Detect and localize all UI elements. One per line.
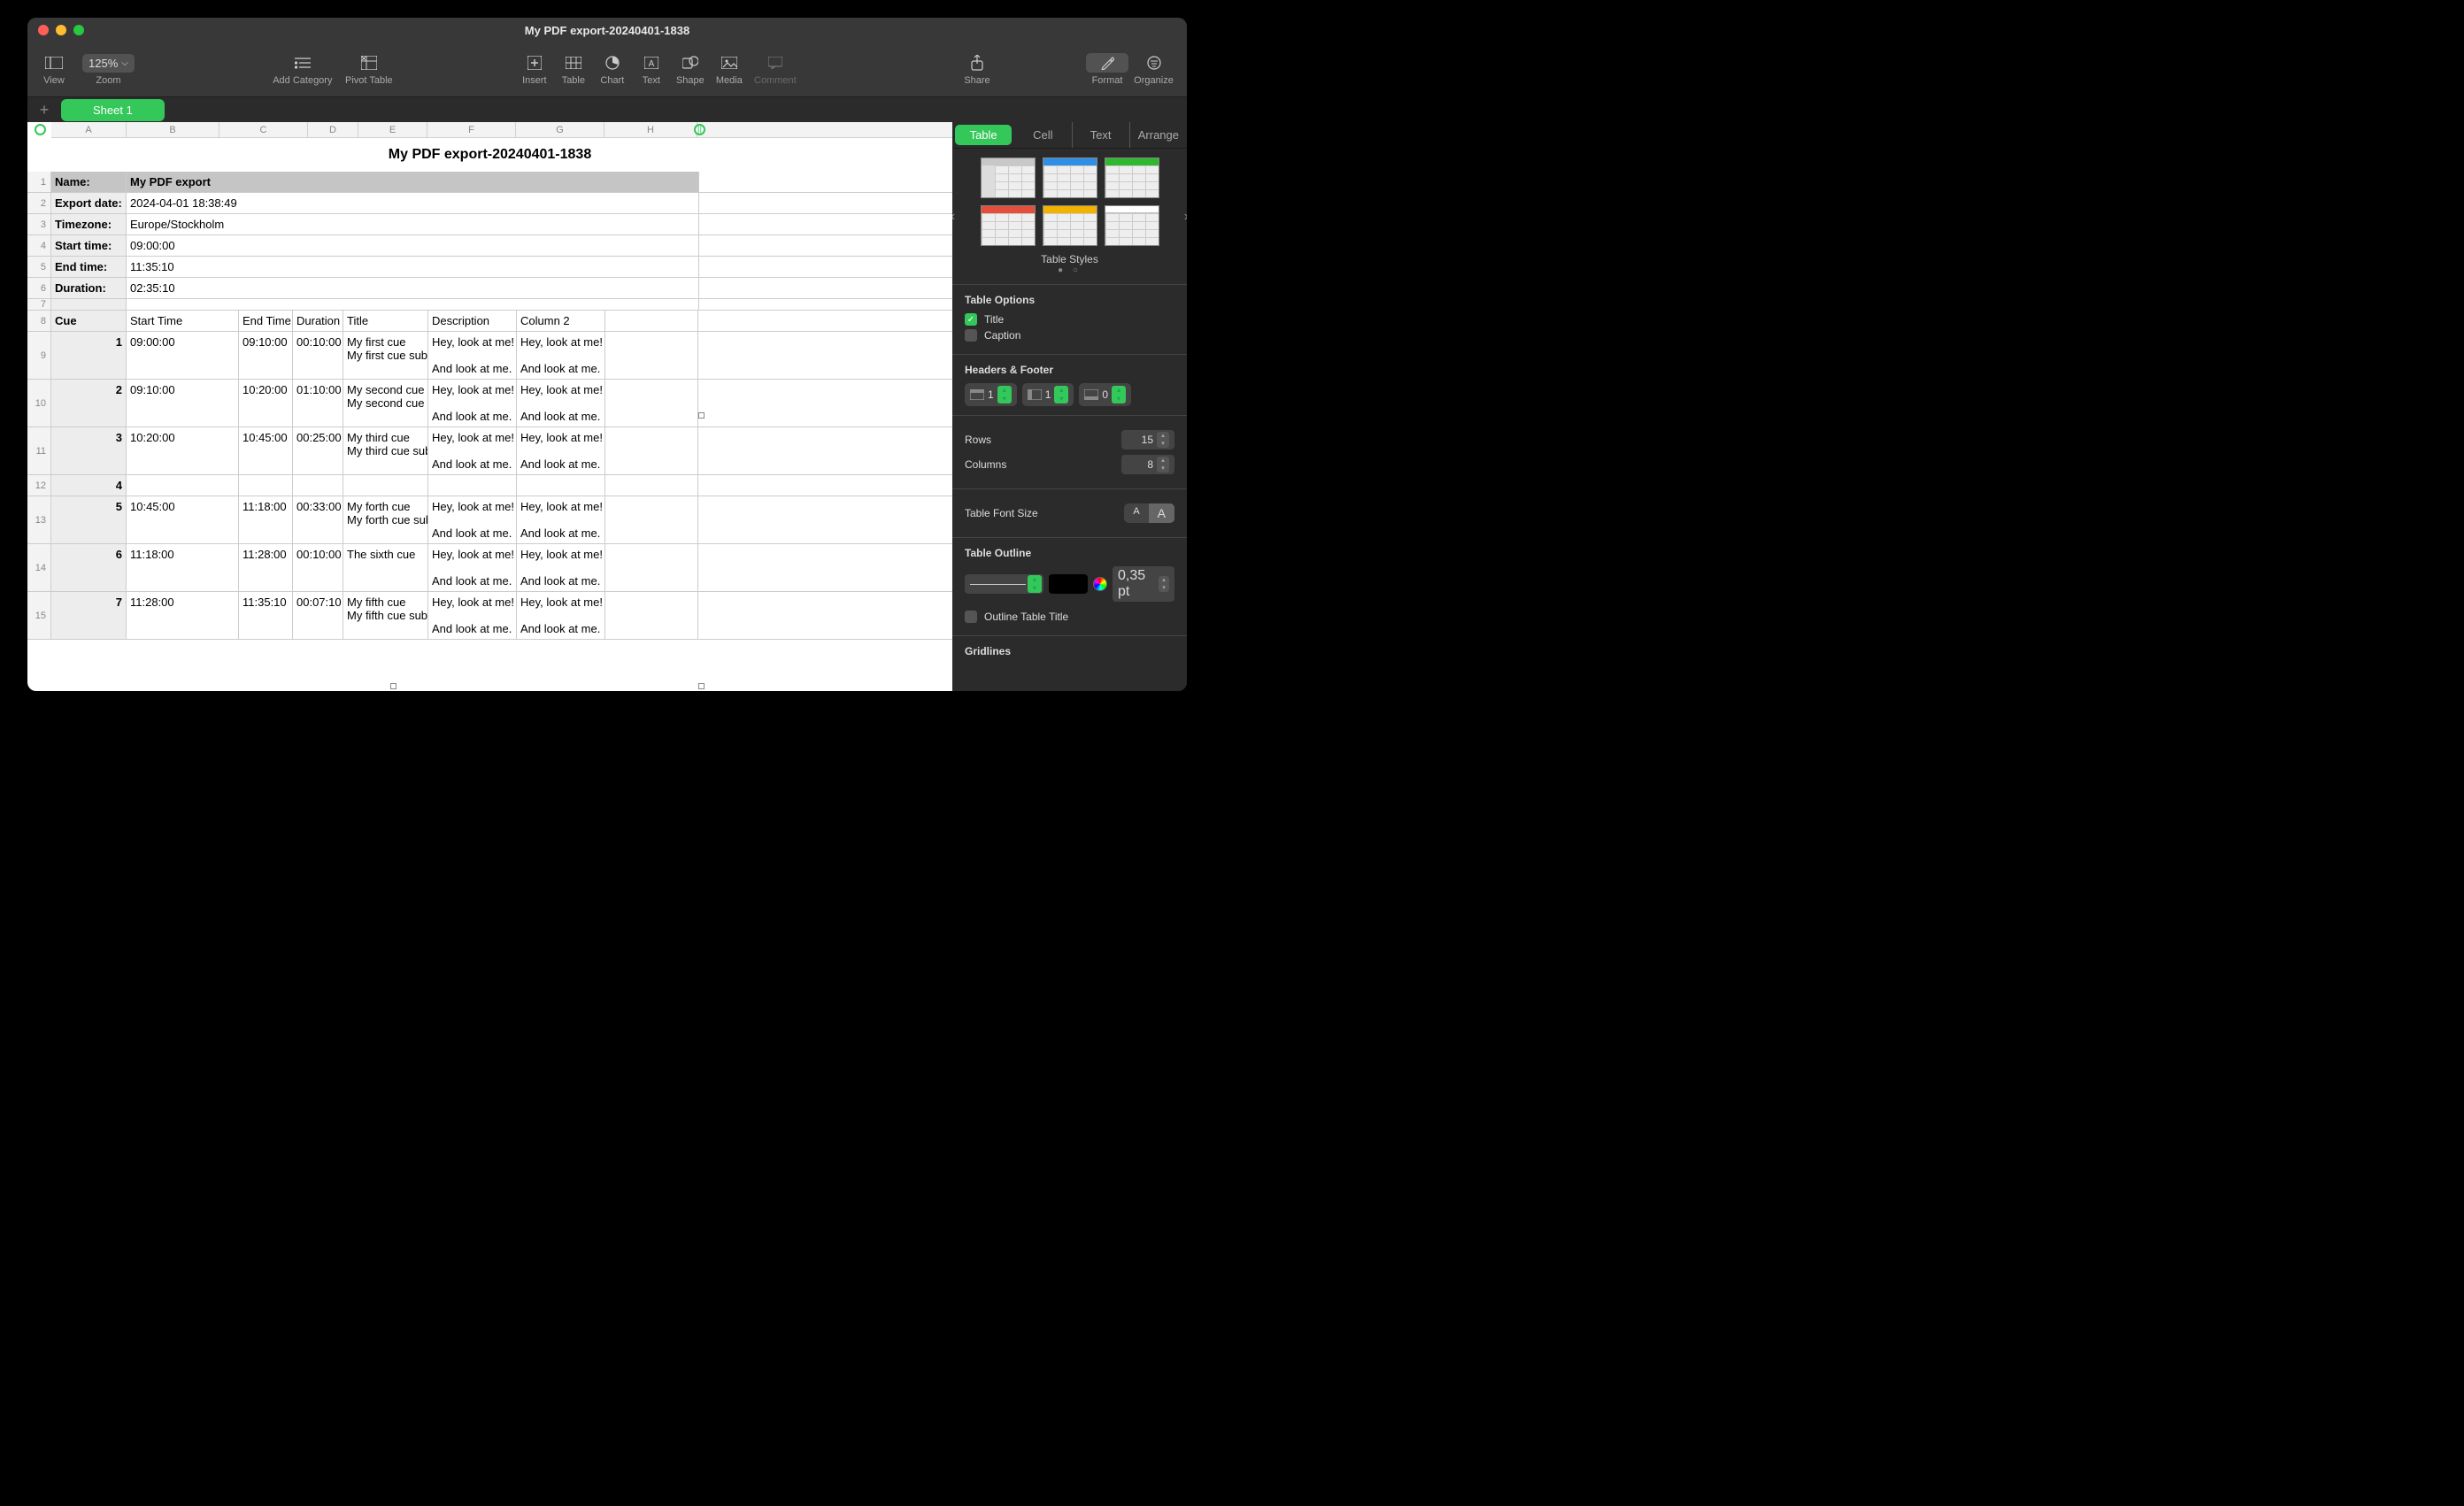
comment-button[interactable]: Comment	[749, 53, 802, 86]
tab-table[interactable]: Table	[955, 125, 1012, 145]
table-row: 10209:10:0010:20:0001:10:00My second cue…	[27, 380, 952, 427]
table-style-thumb[interactable]	[1105, 205, 1159, 246]
shape-icon	[682, 53, 698, 73]
zoom-control[interactable]: 125%⌵ Zoom	[82, 54, 135, 86]
text-button[interactable]: A Text	[632, 53, 671, 86]
list-icon	[295, 53, 311, 73]
maximize-button[interactable]	[73, 25, 84, 35]
cols-stepper[interactable]: 8	[1121, 455, 1174, 474]
outline-width-stepper[interactable]: 0,35 pt	[1113, 566, 1174, 602]
table-row: 11310:20:0010:45:0000:25:00My third cueM…	[27, 427, 952, 475]
col-header[interactable]: D	[308, 122, 358, 137]
headers-footer-panel: Headers & Footer 1 1 0	[952, 354, 1187, 415]
add-sheet-button[interactable]: +	[33, 101, 56, 119]
tab-text[interactable]: Text	[1072, 122, 1129, 148]
view-icon	[45, 53, 63, 73]
col-header[interactable]: G	[516, 122, 604, 137]
col-header[interactable]: F	[427, 122, 516, 137]
app-window: My PDF export-20240401-1838 View 125%⌵ Z…	[27, 18, 1187, 691]
selection-handle[interactable]	[698, 412, 705, 419]
table-options-panel: Table Options Title Caption	[952, 284, 1187, 354]
tab-cell[interactable]: Cell	[1014, 122, 1071, 148]
table-row: 14611:18:0011:28:0000:10:00The sixth cue…	[27, 544, 952, 592]
font-size-panel: Table Font Size AA	[952, 488, 1187, 537]
close-button[interactable]	[38, 25, 49, 35]
spreadsheet-canvas[interactable]: A B C D E F G H || My PDF export-2024040…	[27, 122, 952, 691]
col-header[interactable]: E	[358, 122, 427, 137]
col-header[interactable]: H	[604, 122, 697, 137]
window-title: My PDF export-20240401-1838	[27, 24, 1187, 37]
insert-icon	[527, 53, 542, 73]
styles-prev[interactable]: ‹	[952, 209, 955, 225]
chart-icon	[605, 53, 620, 73]
toolbar: View 125%⌵ Zoom Add Category Pivot Table…	[27, 42, 1187, 97]
organize-icon	[1147, 53, 1161, 73]
rows-stepper[interactable]: 15	[1121, 430, 1174, 449]
title-checkbox[interactable]	[965, 313, 977, 326]
footer-rows-stepper[interactable]: 0	[1079, 383, 1131, 406]
share-icon	[970, 53, 984, 73]
styles-next[interactable]: ›	[1184, 209, 1187, 225]
table-title[interactable]: My PDF export-20240401-1838	[27, 147, 952, 163]
table-row: 124	[27, 475, 952, 496]
table-style-thumb[interactable]	[981, 205, 1036, 246]
table-col-handle[interactable]: ||	[694, 124, 705, 135]
gridlines-panel: Gridlines	[952, 635, 1187, 673]
table-grid: 1Name:My PDF export 2Export date:2024-04…	[27, 172, 952, 640]
outline-color-well[interactable]	[1049, 574, 1088, 594]
media-icon	[721, 53, 737, 73]
col-header[interactable]: A	[51, 122, 127, 137]
add-category-button[interactable]: Add Category	[267, 53, 338, 86]
color-picker-icon[interactable]	[1093, 577, 1107, 591]
traffic-lights	[38, 25, 84, 35]
col-header[interactable]: C	[219, 122, 308, 137]
svg-text:A: A	[649, 59, 655, 69]
format-icon	[1086, 53, 1128, 73]
font-size-toggle[interactable]: AA	[1124, 503, 1174, 523]
view-button[interactable]: View	[36, 53, 72, 86]
text-icon: A	[644, 53, 658, 73]
column-headers: A B C D E F G H	[51, 122, 952, 138]
rows-cols-panel: Rows15 Columns8	[952, 415, 1187, 488]
table-row: 15711:28:0011:35:1000:07:10My fifth cueM…	[27, 592, 952, 640]
media-button[interactable]: Media	[710, 53, 749, 86]
header-rows-stepper[interactable]: 1	[965, 383, 1017, 406]
table-style-thumb[interactable]	[981, 158, 1036, 198]
table-button[interactable]: Table	[554, 53, 593, 86]
table-row: 9109:00:0009:10:0000:10:00My first cueMy…	[27, 332, 952, 380]
table-style-thumb[interactable]	[1043, 158, 1097, 198]
titlebar: My PDF export-20240401-1838	[27, 18, 1187, 42]
outline-title-checkbox[interactable]	[965, 611, 977, 623]
tab-arrange[interactable]: Arrange	[1129, 122, 1187, 148]
sheet-tabs-row: + Sheet 1	[27, 97, 1187, 122]
insert-button[interactable]: Insert	[515, 53, 554, 86]
comment-icon	[768, 53, 782, 73]
table-icon	[566, 53, 581, 73]
outline-style-select[interactable]	[965, 574, 1043, 594]
organize-button[interactable]: Organize	[1129, 53, 1178, 86]
pivot-table-button[interactable]: Pivot Table	[338, 53, 400, 86]
table-style-thumb[interactable]	[1043, 205, 1097, 246]
sheet-tab[interactable]: Sheet 1	[61, 99, 165, 121]
minimize-button[interactable]	[56, 25, 66, 35]
table-styles-panel: ‹ › Table Styles ● ○	[952, 149, 1187, 284]
chart-button[interactable]: Chart	[593, 53, 632, 86]
format-button[interactable]: Format	[1085, 53, 1129, 86]
chevron-down-icon: ⌵	[121, 58, 128, 68]
header-cols-stepper[interactable]: 1	[1022, 383, 1074, 406]
selection-handle[interactable]	[390, 683, 397, 689]
col-header[interactable]: B	[127, 122, 219, 137]
inspector-sidebar: Table Cell Text Arrange ‹ › Table Styles…	[952, 122, 1187, 691]
pivot-icon	[361, 53, 377, 73]
selection-handle[interactable]	[698, 683, 705, 689]
page-dots: ● ○	[965, 265, 1174, 275]
shape-button[interactable]: Shape	[671, 53, 710, 86]
caption-checkbox[interactable]	[965, 329, 977, 342]
table-row: 13510:45:0011:18:0000:33:00My forth cueM…	[27, 496, 952, 544]
table-origin-handle[interactable]	[35, 124, 46, 135]
table-style-thumb[interactable]	[1105, 158, 1159, 198]
share-button[interactable]: Share	[958, 53, 997, 86]
outline-panel: Table Outline 0,35 pt Outline Table Titl…	[952, 537, 1187, 635]
inspector-tabs: Table Cell Text Arrange	[952, 122, 1187, 149]
